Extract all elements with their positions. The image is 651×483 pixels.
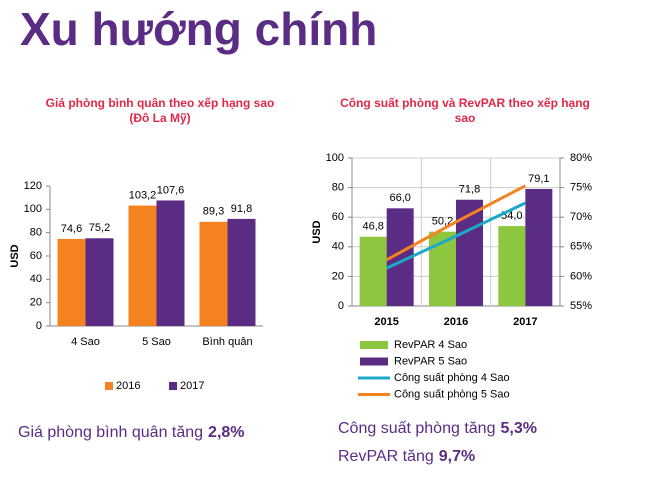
bar [128, 205, 157, 326]
bar [57, 238, 86, 326]
y-tick-label: 120 [24, 180, 42, 192]
data-label: 46,8 [362, 221, 383, 233]
y-axis-label: USD [9, 244, 21, 267]
y-tick-label: 20 [30, 297, 42, 309]
x-tick-label: 2016 [444, 316, 468, 328]
legend-label: 2017 [180, 380, 204, 392]
y2-tick-label: 60% [570, 270, 592, 282]
legend-label: RevPAR 5 Sao [394, 355, 467, 367]
legend-swatch [169, 382, 177, 390]
note-text: RevPAR tăng [338, 448, 434, 465]
note-text: Công suất phòng tăng [338, 420, 496, 437]
data-label: 74,6 [61, 223, 82, 235]
bar [525, 188, 553, 306]
note: Giá phòng bình quân tăng 2,8% [18, 424, 245, 442]
y-tick-label: 100 [24, 203, 42, 215]
data-label: 66,0 [389, 192, 410, 204]
data-label: 103,2 [129, 190, 157, 202]
x-tick-label: 2015 [374, 316, 398, 328]
data-label: 89,3 [203, 206, 224, 218]
data-label: 107,6 [157, 184, 185, 196]
bar [199, 221, 228, 326]
y2-tick-label: 65% [570, 241, 592, 253]
y-tick-label: 0 [36, 320, 42, 332]
y-tick-label: 20 [332, 270, 344, 282]
y-tick-label: 80 [332, 182, 344, 194]
chart-title: Công suất phòng và RevPAR theo xếp hạng … [340, 96, 590, 125]
y-tick-label: 60 [332, 211, 344, 223]
x-tick-label: Bình quân [202, 336, 252, 348]
legend-swatch [360, 357, 388, 366]
y-tick-label: 40 [30, 273, 42, 285]
slide-title: Xu hướng chính [20, 3, 378, 55]
legend-label: Công suất phòng 5 Sao [394, 388, 510, 400]
bar [359, 236, 387, 306]
data-label: 79,1 [528, 173, 549, 185]
legend-swatch [360, 341, 388, 349]
bar [85, 238, 114, 326]
chart-subtitle: (Đô La Mỹ) [129, 111, 191, 125]
y2-tick-label: 75% [570, 182, 592, 194]
note: RevPAR tăng 9,7% [338, 448, 475, 466]
x-tick-label: 2017 [513, 316, 537, 328]
y2-tick-label: 80% [570, 152, 592, 164]
y2-tick-label: 70% [570, 211, 592, 223]
y-tick-label: 40 [332, 241, 344, 253]
legend-label: Công suất phòng 4 Sao [394, 372, 510, 384]
note-value: 5,3% [500, 420, 537, 437]
chart-title: Giá phòng bình quân theo xếp hạng sao (Đ… [10, 96, 310, 126]
data-label: 91,8 [231, 203, 252, 215]
data-label: 71,8 [459, 184, 480, 196]
bar [498, 226, 526, 306]
data-label: 50,2 [432, 216, 453, 228]
bar [429, 231, 456, 306]
bar [156, 200, 185, 326]
legend-label: 2016 [116, 380, 140, 392]
legend-swatch [105, 382, 113, 390]
line-series [385, 184, 527, 262]
data-label: 75,2 [89, 222, 110, 234]
bar [456, 199, 483, 306]
y-tick-label: 100 [326, 152, 344, 164]
x-tick-label: 4 Sao [71, 336, 100, 348]
y-tick-label: 60 [30, 250, 42, 262]
chart-title-text: Giá phòng bình quân theo xếp hạng sao [45, 96, 275, 110]
y-tick-label: 80 [30, 227, 42, 239]
legend-label: RevPAR 4 Sao [394, 339, 467, 351]
note: Công suất phòng tăng 5,3% [338, 420, 537, 438]
y-tick-label: 0 [338, 300, 344, 312]
note-value: 9,7% [438, 448, 476, 465]
x-tick-label: 5 Sao [142, 336, 171, 348]
y-axis-label: USD [311, 220, 323, 243]
note-value: 2,8% [208, 424, 245, 441]
note-text: Giá phòng bình quân tăng [18, 424, 204, 441]
y2-tick-label: 55% [570, 300, 592, 312]
bar [227, 218, 256, 326]
line-series [386, 201, 526, 270]
